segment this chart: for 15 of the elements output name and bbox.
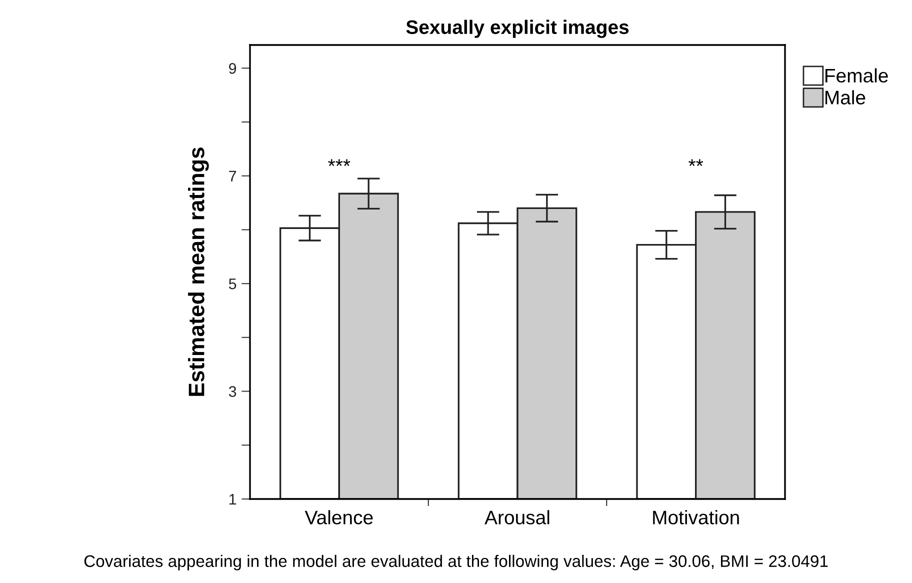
text: Covariates appearing in the model are evaluated at the following values: Age = 30.06, BMI = 23.0491 xyxy=(84,554,828,570)
y-tick-label: 7 xyxy=(229,170,236,182)
y-tick-label: 1 xyxy=(229,494,236,505)
x-tick-label: Arousal xyxy=(484,510,550,524)
legend-label: Female xyxy=(825,68,888,83)
chart-title: Sexually explicit images xyxy=(406,20,629,38)
y-tick-label: 9 xyxy=(229,63,236,74)
x-tick-label: Motivation xyxy=(653,510,739,524)
y-tick-label: 3 xyxy=(228,386,236,397)
annotation: ** xyxy=(688,159,704,166)
x-tick-label: Valence xyxy=(304,510,373,524)
y-tick-label: 5 xyxy=(228,278,236,290)
legend-label: Male xyxy=(825,90,866,104)
y-axis-title: Estimated mean ratings xyxy=(188,148,209,396)
annotation: *** xyxy=(328,159,350,166)
